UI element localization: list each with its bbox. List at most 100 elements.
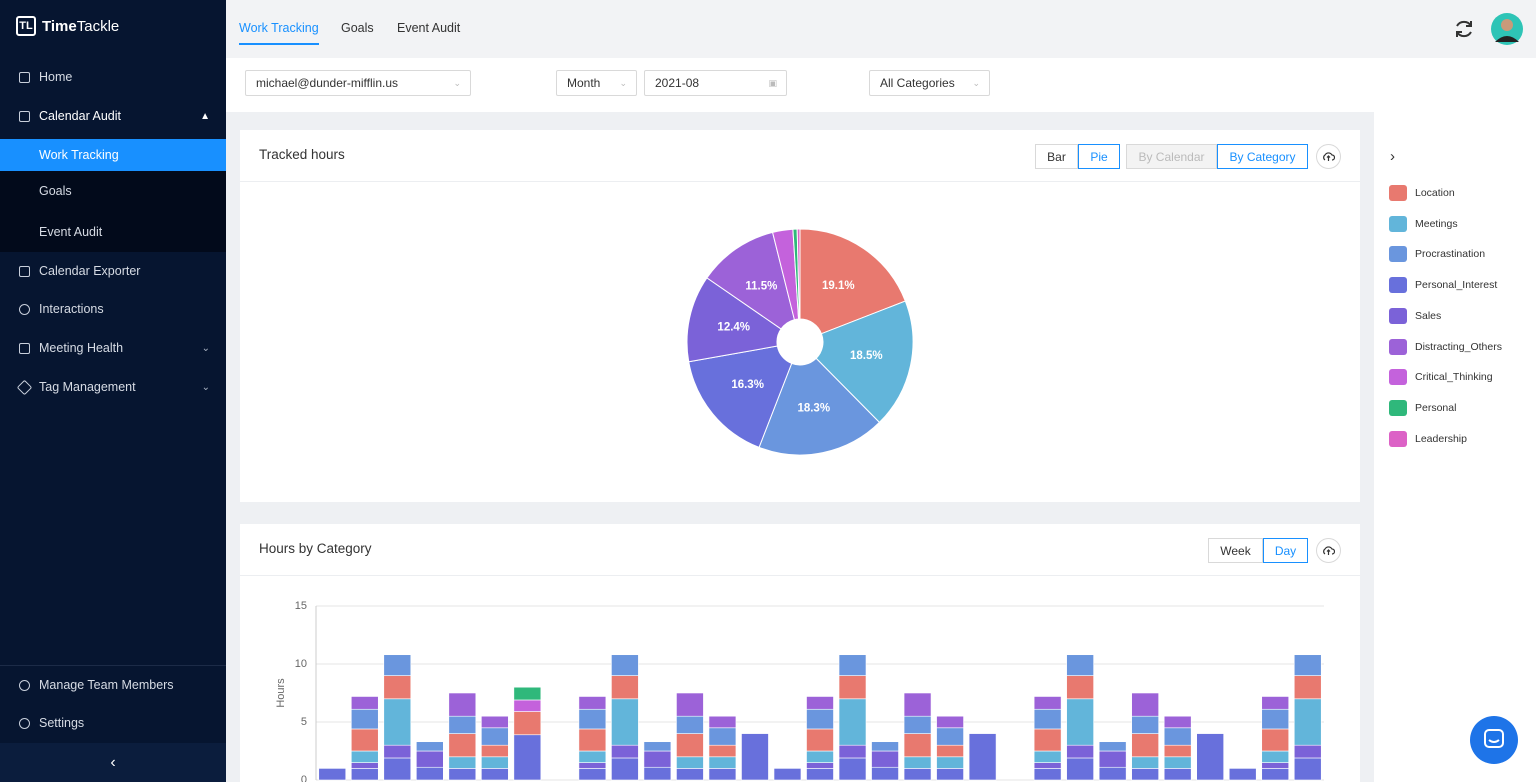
logo[interactable]: TL TimeTackle (16, 16, 119, 36)
card-title: Tracked hours (259, 147, 345, 162)
expand-chevron[interactable]: › (1390, 148, 1395, 165)
filter-bar: michael@dunder-mifflin.us ⌄ Month ⌄ 2021-0… (226, 58, 1536, 112)
top-bar: Work Tracking Goals Event Audit (226, 0, 1536, 58)
legend-label: Sales (1415, 309, 1442, 322)
cloud-icon (1323, 546, 1335, 555)
legend-swatch (1389, 277, 1407, 294)
chat-icon (1484, 729, 1504, 748)
legend-label: Critical_Thinking (1415, 371, 1493, 384)
logo-icon: TL (16, 16, 36, 36)
period-select[interactable]: Month ⌄ (556, 70, 637, 96)
nav-label: Calendar Audit (39, 109, 122, 123)
nav-item[interactable]: Work Tracking (0, 139, 226, 171)
nav-item[interactable]: Calendar Audit ▲ (0, 100, 226, 132)
week-button[interactable]: Week (1208, 538, 1263, 563)
nav-label: Interactions (39, 302, 104, 316)
chevron: ⌄ (201, 381, 210, 393)
card-title: Hours by Category (259, 541, 372, 556)
legend-swatch (1389, 246, 1407, 263)
legend-swatch (1389, 369, 1407, 386)
legend-label: Procrastination (1415, 248, 1486, 261)
legend-item[interactable]: Personal_Interest (1389, 277, 1497, 294)
nav-item[interactable]: Calendar Exporter (0, 255, 226, 287)
legend-label: Leadership (1415, 432, 1467, 445)
divider (240, 575, 1360, 576)
bar-button[interactable]: Bar (1035, 144, 1078, 169)
category-select[interactable]: All Categories ⌄ (869, 70, 990, 96)
nav-label: Event Audit (39, 224, 103, 239)
cloud-icon (1323, 152, 1335, 161)
nav-item[interactable]: Goals (0, 171, 226, 211)
tab[interactable]: Work Tracking (239, 21, 319, 45)
select-value: Month (567, 76, 601, 90)
divider (0, 665, 226, 666)
by-calendar-button[interactable]: By Calendar (1126, 144, 1217, 169)
select-value: michael@dunder-mifflin.us (256, 76, 399, 90)
nav-label: Work Tracking (39, 148, 119, 162)
nav-item[interactable]: Tag Management ⌄ (0, 371, 226, 403)
tab[interactable]: Event Audit (397, 21, 461, 35)
chat-bg (1470, 716, 1518, 764)
legend-item[interactable]: Procrastination (1389, 246, 1486, 263)
nav-item[interactable]: Event Audit (0, 211, 226, 252)
bar-card: Hours by Category Week Day (240, 524, 1360, 782)
legend-label: Meetings (1415, 217, 1458, 230)
legend-item[interactable]: Sales (1389, 307, 1442, 324)
nav-icon (19, 265, 30, 277)
date-picker[interactable]: 2021-08 ▣ (644, 70, 787, 96)
nav-icon (16, 379, 33, 395)
pie-button[interactable]: Pie (1078, 144, 1120, 169)
nav-icon (19, 679, 30, 691)
refresh-icon[interactable] (1453, 18, 1475, 40)
legend-item[interactable]: Meetings (1389, 215, 1458, 232)
nav-icon (19, 303, 30, 315)
pie-card: Tracked hours Bar Pie By Calendar By Cat… (240, 130, 1360, 502)
legend-swatch (1389, 399, 1407, 416)
legend-swatch (1389, 430, 1407, 447)
avatar-head (1501, 19, 1513, 31)
legend-item[interactable]: Distracting_Others (1389, 338, 1502, 355)
select-arrow: ⌄ (453, 77, 461, 88)
day-button[interactable]: Day (1263, 538, 1308, 563)
legend-item[interactable]: Leadership (1389, 430, 1467, 447)
chat-button[interactable] (1470, 716, 1518, 764)
legend-item[interactable]: Location (1389, 185, 1455, 201)
nav-item[interactable]: Interactions (0, 293, 226, 325)
legend-swatch (1389, 338, 1407, 355)
refresh-arc (1456, 20, 1472, 38)
by-category-button[interactable]: By Category (1217, 144, 1308, 169)
calendar-icon: ▣ (768, 77, 777, 88)
nav-label: Settings (39, 716, 85, 730)
collapse-button[interactable]: ‹ (0, 743, 226, 782)
legend-label: Personal (1415, 401, 1457, 414)
select-value: 2021-08 (655, 76, 700, 90)
download-button[interactable] (1316, 538, 1341, 563)
nav-item[interactable]: Settings (0, 707, 226, 739)
legend-panel: › Location Meetings Procrastination Persona… (1374, 112, 1536, 782)
nav-icon (19, 342, 30, 354)
legend-item[interactable]: Personal (1389, 399, 1457, 416)
nav-icon (19, 110, 30, 122)
download-button[interactable] (1316, 144, 1341, 169)
divider (240, 181, 1360, 182)
legend-item[interactable]: Critical_Thinking (1389, 369, 1493, 386)
nav-item[interactable]: Manage Team Members (0, 669, 226, 701)
cloud-path (1323, 546, 1335, 555)
nav-item[interactable]: Home (0, 61, 226, 93)
user-select[interactable]: michael@dunder-mifflin.us ⌄ (245, 70, 471, 96)
nav-label: Tag Management (39, 380, 136, 394)
avatar[interactable] (1490, 12, 1524, 46)
legend-swatch (1389, 215, 1407, 232)
select-value: All Categories (880, 76, 955, 90)
select-arrow: ⌄ (619, 77, 627, 88)
logo-bold: Time (42, 17, 77, 35)
nav-icon (19, 717, 30, 729)
nav-label: Goals (39, 184, 72, 198)
nav-icon (19, 71, 30, 83)
sidebar: TL TimeTackle Home Calendar Audit ▲ Work … (0, 0, 226, 782)
nav-item[interactable]: Meeting Health ⌄ (0, 332, 226, 364)
chat-smile (1488, 739, 1500, 743)
nav-label: Manage Team Members (39, 678, 174, 692)
legend-swatch (1389, 185, 1407, 201)
tab[interactable]: Goals (341, 21, 374, 35)
